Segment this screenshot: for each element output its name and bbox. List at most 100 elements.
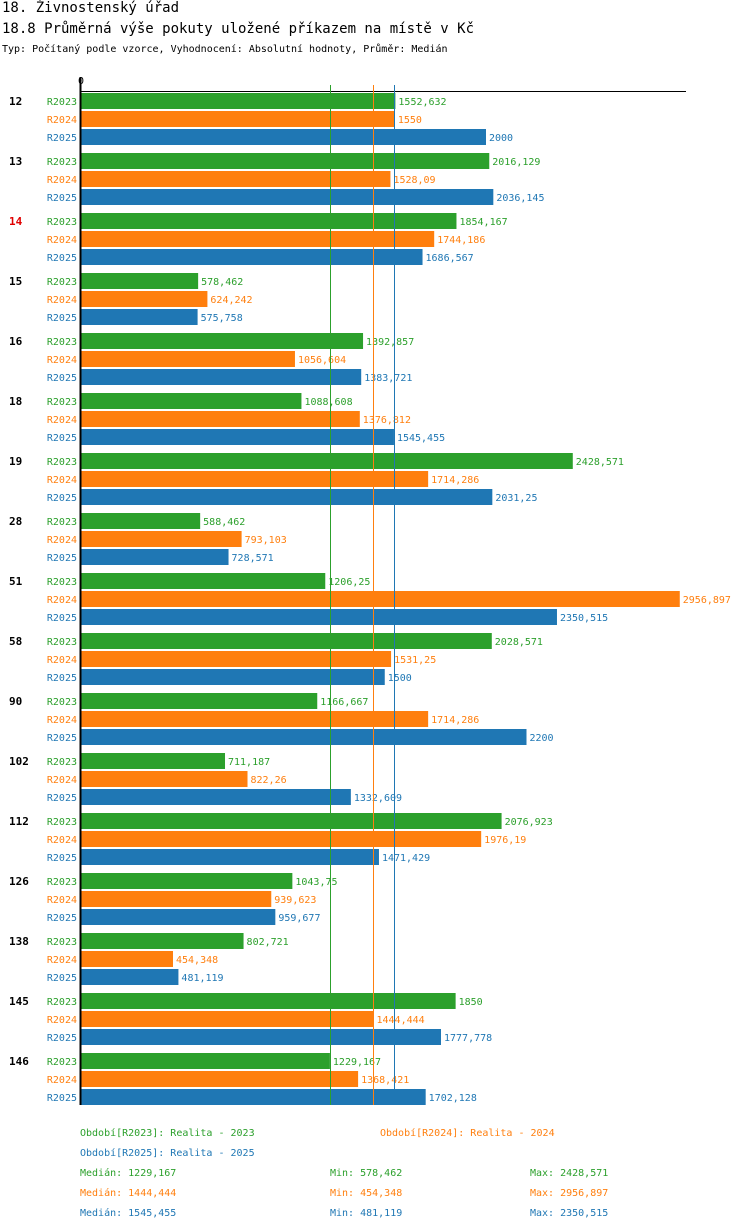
series-label: R2023 bbox=[47, 457, 77, 468]
bar-r2025-15 bbox=[81, 309, 198, 325]
data-label: 1976,19 bbox=[484, 835, 526, 846]
bar-r2023-90 bbox=[81, 693, 318, 709]
data-label: 1714,286 bbox=[431, 475, 479, 486]
data-label: 1552,632 bbox=[398, 97, 446, 108]
data-label: 1528,09 bbox=[393, 175, 435, 186]
data-label: 2200 bbox=[530, 733, 554, 744]
data-label: 481,119 bbox=[181, 973, 223, 984]
series-label: R2024 bbox=[47, 595, 77, 606]
data-label: 2428,571 bbox=[576, 457, 624, 468]
category-label: 90 bbox=[9, 695, 22, 708]
bar-r2023-138 bbox=[81, 933, 244, 949]
data-label: 1686,567 bbox=[426, 253, 474, 264]
data-label: 1206,25 bbox=[328, 577, 370, 588]
series-label: R2025 bbox=[47, 1093, 77, 1104]
legend-min: Min: 481,119 bbox=[330, 1208, 403, 1219]
series-label: R2023 bbox=[47, 157, 77, 168]
bar-r2025-19 bbox=[81, 489, 493, 505]
series-label: R2025 bbox=[47, 193, 77, 204]
category-label: 18 bbox=[9, 395, 22, 408]
category-label: 13 bbox=[9, 155, 22, 168]
data-label: 2036,145 bbox=[496, 193, 544, 204]
series-label: R2025 bbox=[47, 733, 77, 744]
bar-r2025-14 bbox=[81, 249, 423, 265]
series-label: R2025 bbox=[47, 313, 77, 324]
data-label: 1550 bbox=[398, 115, 422, 126]
data-label: 2000 bbox=[489, 133, 513, 144]
bar-r2024-15 bbox=[81, 291, 208, 307]
data-label: 578,462 bbox=[201, 277, 243, 288]
series-label: R2023 bbox=[47, 757, 77, 768]
series-label: R2023 bbox=[47, 277, 77, 288]
legend-period: Období[R2023]: Realita - 2023 bbox=[80, 1128, 255, 1139]
data-label: 1332,609 bbox=[354, 793, 402, 804]
data-label: 939,623 bbox=[274, 895, 316, 906]
legend-min: Min: 578,462 bbox=[330, 1168, 403, 1179]
series-label: R2025 bbox=[47, 613, 77, 624]
series-label: R2024 bbox=[47, 475, 77, 486]
bar-r2025-58 bbox=[81, 669, 385, 685]
bar-r2023-58 bbox=[81, 633, 492, 649]
series-label: R2024 bbox=[47, 775, 77, 786]
category-label: 16 bbox=[9, 335, 23, 348]
series-label: R2025 bbox=[47, 673, 77, 684]
bar-r2023-12 bbox=[81, 93, 396, 109]
category-label: 58 bbox=[9, 635, 22, 648]
bar-r2024-51 bbox=[81, 591, 680, 607]
series-label: R2025 bbox=[47, 253, 77, 264]
series-label: R2025 bbox=[47, 793, 77, 804]
bar-r2024-19 bbox=[81, 471, 429, 487]
series-label: R2023 bbox=[47, 937, 77, 948]
series-label: R2025 bbox=[47, 1033, 77, 1044]
bar-r2024-146 bbox=[81, 1071, 359, 1087]
data-label: 1376,812 bbox=[363, 415, 411, 426]
legend-min: Min: 454,348 bbox=[330, 1188, 403, 1199]
data-label: 1392,857 bbox=[366, 337, 414, 348]
data-label: 1714,286 bbox=[431, 715, 479, 726]
data-label: 2956,897 bbox=[683, 595, 731, 606]
category-label: 146 bbox=[9, 1055, 29, 1068]
series-label: R2023 bbox=[47, 817, 77, 828]
data-label: 728,571 bbox=[232, 553, 274, 564]
legend-period: Období[R2025]: Realita - 2025 bbox=[80, 1148, 255, 1159]
series-label: R2024 bbox=[47, 715, 77, 726]
series-label: R2024 bbox=[47, 175, 77, 186]
series-label: R2023 bbox=[47, 637, 77, 648]
bar-r2023-146 bbox=[81, 1053, 330, 1069]
bar-r2024-18 bbox=[81, 411, 360, 427]
legend-max: Max: 2428,571 bbox=[530, 1168, 609, 1179]
series-label: R2024 bbox=[47, 895, 77, 906]
series-label: R2024 bbox=[47, 1015, 77, 1026]
series-label: R2025 bbox=[47, 853, 77, 864]
series-label: R2025 bbox=[47, 913, 77, 924]
series-label: R2023 bbox=[47, 1057, 77, 1068]
bar-r2025-16 bbox=[81, 369, 362, 385]
bar-r2024-138 bbox=[81, 951, 174, 967]
data-label: 793,103 bbox=[245, 535, 287, 546]
data-label: 711,187 bbox=[228, 757, 270, 768]
legend-max: Max: 2350,515 bbox=[530, 1208, 609, 1219]
data-label: 2016,129 bbox=[492, 157, 540, 168]
data-label: 1056,604 bbox=[298, 355, 346, 366]
bar-r2025-28 bbox=[81, 549, 229, 565]
bar-r2024-28 bbox=[81, 531, 242, 547]
series-label: R2024 bbox=[47, 835, 77, 846]
data-label: 1383,721 bbox=[364, 373, 412, 384]
category-label: 15 bbox=[9, 275, 22, 288]
data-label: 1368,421 bbox=[361, 1075, 409, 1086]
data-label: 454,348 bbox=[176, 955, 218, 966]
category-label: 112 bbox=[9, 815, 29, 828]
bar-r2025-13 bbox=[81, 189, 494, 205]
bar-r2025-90 bbox=[81, 729, 527, 745]
bar-r2024-126 bbox=[81, 891, 272, 907]
category-label: 28 bbox=[9, 515, 22, 528]
bar-r2024-102 bbox=[81, 771, 248, 787]
series-label: R2023 bbox=[47, 337, 77, 348]
category-label: 102 bbox=[9, 755, 29, 768]
bar-r2025-12 bbox=[81, 129, 486, 145]
chart-title: 18.8 Průměrná výše pokuty uložené příkaz… bbox=[2, 21, 475, 37]
bar-r2025-146 bbox=[81, 1089, 426, 1105]
series-label: R2024 bbox=[47, 355, 77, 366]
series-label: R2024 bbox=[47, 235, 77, 246]
bar-r2024-13 bbox=[81, 171, 391, 187]
